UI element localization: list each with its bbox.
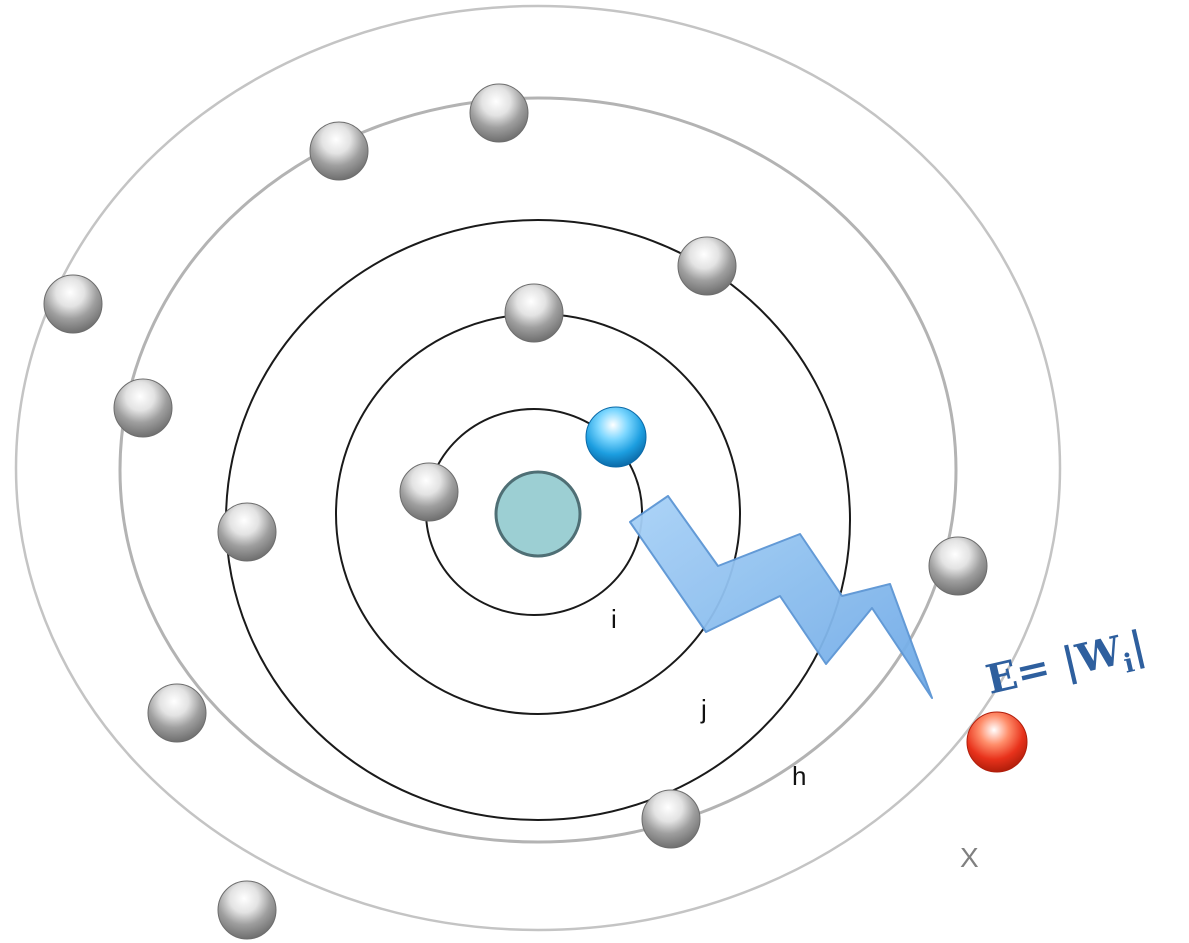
electron [928, 536, 988, 596]
electron [641, 789, 701, 849]
electron [147, 683, 207, 743]
nucleus [494, 470, 582, 558]
orbit-label-i: i [611, 604, 617, 634]
energy-formula: E= |Wi| [982, 622, 1152, 711]
excited-electron [585, 406, 647, 468]
ejected-electron [966, 711, 1028, 773]
electron [469, 83, 529, 143]
orbit-label-h: h [792, 761, 806, 791]
electron [43, 274, 103, 334]
formula-main: E= |W [982, 627, 1128, 704]
electron [217, 880, 277, 940]
orbit-label-j: j [700, 694, 707, 724]
orbit-label-x: X [960, 842, 979, 873]
electron [504, 283, 564, 343]
electron [217, 502, 277, 562]
electron-group [43, 83, 988, 940]
photon-lightning-icon [629, 495, 933, 699]
electron [677, 236, 737, 296]
electron [309, 121, 369, 181]
orbit-outermost [14, 4, 1062, 932]
electron [113, 378, 173, 438]
orbit-x [118, 96, 958, 844]
electron [399, 462, 459, 522]
